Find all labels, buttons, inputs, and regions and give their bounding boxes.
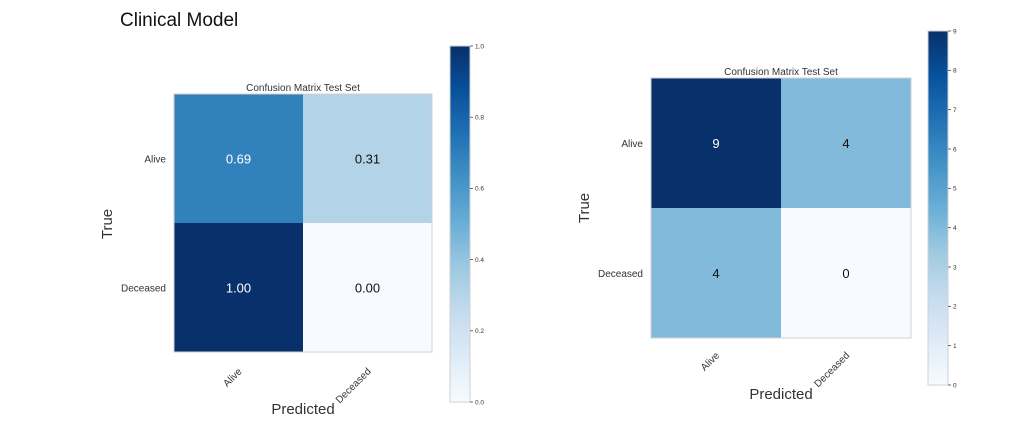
cell-value-label: 1.00 — [226, 281, 251, 296]
y-axis-label: True — [99, 209, 116, 239]
colorbar-tick-label: 0.0 — [475, 399, 484, 406]
colorbar-tick-label: 5 — [953, 186, 957, 193]
colorbar-tick-label: 7 — [953, 107, 957, 114]
colorbar-tick-label: 0.2 — [475, 328, 484, 335]
confusion-matrix-2: Confusion Matrix Test Set 9 4 4 0 Alive Deceas… — [576, 28, 957, 403]
colorbar-tick-label: 0 — [953, 382, 957, 389]
cell-value-label: 4 — [712, 266, 719, 281]
x-tick-label: Alive — [222, 366, 245, 389]
y-tick-label: Deceased — [121, 284, 166, 295]
chart-title: Confusion Matrix Test Set — [246, 83, 360, 94]
heatmap-cell — [174, 223, 303, 352]
colorbar-tick-label: 6 — [953, 146, 957, 153]
confusion-matrix-1: Confusion Matrix Test Set 0.69 0.31 1.00 0.0… — [99, 43, 484, 418]
cell-value-label: 0.31 — [355, 152, 380, 167]
x-tick-label: Alive — [699, 350, 722, 373]
colorbar-tick-label: 3 — [953, 264, 957, 271]
colorbar-tick-label: 0.4 — [475, 257, 484, 264]
chart-title: Confusion Matrix Test Set — [724, 67, 838, 78]
colorbar-tick-label: 1.0 — [475, 43, 484, 50]
y-tick-label: Alive — [621, 139, 643, 150]
x-axis-label: Predicted — [271, 401, 334, 418]
y-tick-label: Deceased — [598, 269, 643, 280]
cell-value-label: 4 — [842, 136, 849, 151]
cell-value-label: 0 — [842, 266, 849, 281]
page-title: Clinical Model — [120, 10, 239, 31]
colorbar-tick-label: 4 — [953, 225, 957, 232]
colorbar — [449, 45, 471, 403]
colorbar-tick-label: 1 — [953, 343, 957, 350]
matrix-frame — [173, 93, 433, 353]
cell-value-label: 0.69 — [226, 152, 251, 167]
y-axis-label: True — [576, 193, 593, 223]
x-tick-label: Deceased — [334, 366, 374, 406]
heatmap-cell — [174, 94, 303, 223]
heatmap-cell — [651, 208, 781, 338]
cell-value-label: 9 — [712, 136, 719, 151]
colorbar-tick-label: 0.8 — [475, 115, 484, 122]
x-tick-label: Deceased — [813, 350, 853, 390]
heatmap-cell — [651, 78, 781, 208]
colorbar-tick-label: 8 — [953, 68, 957, 75]
heatmap-cell — [781, 208, 911, 338]
heatmap-cell — [303, 223, 432, 352]
colorbar-tick-label: 0.6 — [475, 186, 484, 193]
heatmap-cell — [303, 94, 432, 223]
colorbar-tick-label: 2 — [953, 304, 957, 311]
colorbar-tick-label: 9 — [953, 28, 957, 35]
cell-value-label: 0.00 — [355, 281, 380, 296]
colorbar — [927, 30, 949, 386]
matrix-frame — [650, 77, 912, 339]
y-tick-label: Alive — [144, 155, 166, 166]
heatmap-cell — [781, 78, 911, 208]
x-axis-label: Predicted — [749, 386, 812, 403]
